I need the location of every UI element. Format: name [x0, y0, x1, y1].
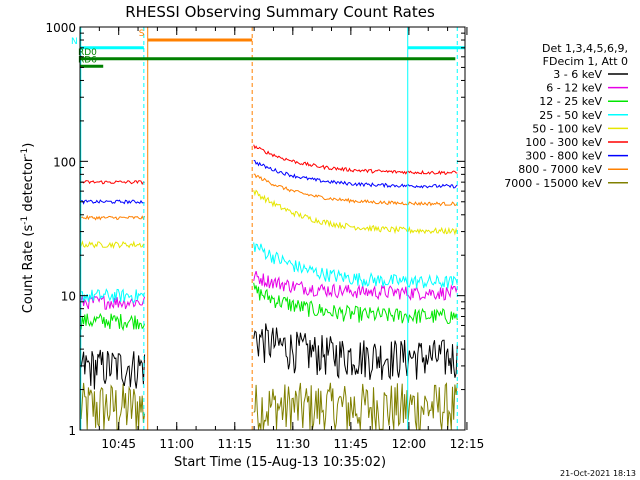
series-7000-15000-kev [79, 382, 458, 430]
x-tick-label: 11:15 [217, 437, 252, 451]
footer-date: 21-Oct-2021 18:13 [560, 469, 636, 478]
axes-layer: 1 10 100 1000 10:45 11:00 11:15 11:30 11:45 12:00… [45, 21, 484, 451]
series-trace [253, 144, 458, 176]
series-trace [79, 199, 145, 205]
legend-header-line: Det 1,3,4,5,6,9, [542, 42, 628, 55]
series-3-6-kev [79, 323, 458, 390]
flag-label: RD0 [78, 48, 97, 58]
data-series-layer [79, 144, 458, 430]
x-tick-label: 11:30 [276, 437, 311, 451]
y-axis-label: Count Rate (s-1 detector-1) [20, 143, 36, 314]
series-50-100-kev [79, 189, 458, 250]
legend-entry-label: 300 - 800 keV [525, 150, 602, 163]
series-100-300-kev [79, 144, 458, 185]
x-tick-label: 10:45 [101, 437, 136, 451]
legend: Det 1,3,4,5,6,9,FDecim 1, Att 03 - 6 keV… [504, 42, 628, 190]
x-tick-label: 11:00 [159, 437, 194, 451]
legend-entry-label: 25 - 50 keV [539, 109, 602, 122]
series-trace [253, 323, 458, 381]
x-tick-label: 12:00 [392, 437, 427, 451]
y-tick-label: 1 [68, 424, 76, 438]
series-trace [79, 312, 146, 332]
series-trace [79, 240, 145, 250]
series-12-25-kev [79, 282, 458, 332]
series-trace [253, 242, 458, 289]
x-tick-label: 11:45 [334, 437, 369, 451]
series-trace [253, 173, 458, 207]
series-trace [253, 159, 458, 189]
series-trace [79, 214, 146, 221]
series-trace [79, 288, 146, 304]
legend-entry-label: 12 - 25 keV [539, 95, 602, 108]
series-trace [79, 180, 145, 185]
flag-label: RD6 [78, 55, 97, 65]
y-tick-label: 1000 [45, 21, 76, 35]
series-25-50-kev [79, 242, 458, 304]
x-tick-label: 12:15 [450, 437, 485, 451]
series-trace [253, 382, 458, 430]
flag-label: S [139, 29, 145, 39]
legend-entry-label: 3 - 6 keV [553, 68, 602, 81]
legend-header-line: FDecim 1, Att 0 [543, 55, 628, 68]
x-axis-label: Start Time (15-Aug-13 10:35:02) [174, 455, 386, 470]
y-tick-label: 10 [61, 290, 76, 304]
series-trace [253, 282, 458, 325]
legend-entry-label: 800 - 7000 keV [518, 163, 602, 176]
flag-label: N [71, 37, 78, 47]
legend-entry-label: 100 - 300 keV [525, 136, 602, 149]
legend-entry-label: 7000 - 15000 keV [504, 177, 602, 190]
series-trace [253, 189, 458, 236]
series-trace [79, 349, 146, 390]
y-tick-label: 100 [53, 155, 76, 169]
series-800-7000-kev [79, 173, 458, 221]
legend-entry-label: 6 - 12 keV [546, 82, 602, 95]
chart-title: RHESSI Observing Summary Count Rates [125, 3, 435, 21]
legend-entry-label: 50 - 100 keV [532, 122, 602, 135]
series-300-800-kev [79, 159, 458, 205]
plot-frame [79, 26, 466, 431]
series-trace [253, 270, 458, 301]
series-trace [79, 382, 146, 430]
